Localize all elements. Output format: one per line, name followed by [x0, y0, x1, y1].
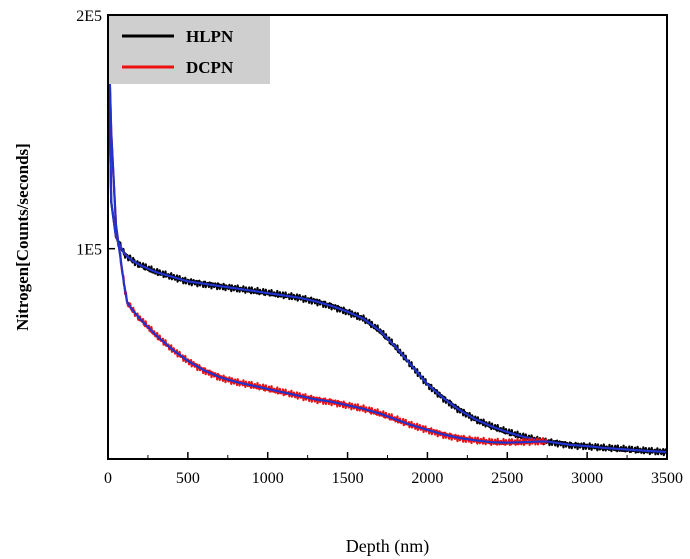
legend: HLPN DCPN — [109, 16, 270, 84]
x-tick-label: 3500 — [651, 470, 683, 487]
x-tick-label: 2500 — [491, 470, 523, 487]
y-tick-label: 1E5 — [76, 242, 102, 259]
series-dcpn — [108, 15, 548, 446]
fit-line-hlpn — [108, 15, 667, 454]
plot-frame — [107, 14, 668, 460]
legend-label-hlpn: HLPN — [186, 27, 234, 46]
x-tick-label: 0 — [104, 470, 112, 487]
y-tick-label: 2E5 — [76, 8, 102, 25]
x-tick-label: 3000 — [571, 470, 603, 487]
y-axis-title: Nitrogen[Counts/seconds] — [13, 143, 32, 331]
series-hlpn — [108, 15, 667, 457]
plot-area — [108, 15, 667, 457]
y-axis: 1E5 2E5 — [76, 8, 115, 259]
x-tick-label: 500 — [176, 470, 200, 487]
x-axis: 0 500 1000 1500 2000 2500 3000 3500 — [104, 452, 683, 487]
x-tick-label: 1500 — [332, 470, 364, 487]
x-tick-label: 2000 — [411, 470, 443, 487]
x-axis-title: Depth (nm) — [346, 536, 429, 557]
legend-label-dcpn: DCPN — [186, 58, 234, 77]
legend-box — [109, 16, 270, 84]
x-tick-label: 1000 — [252, 470, 284, 487]
fit-line-dcpn — [108, 15, 548, 444]
